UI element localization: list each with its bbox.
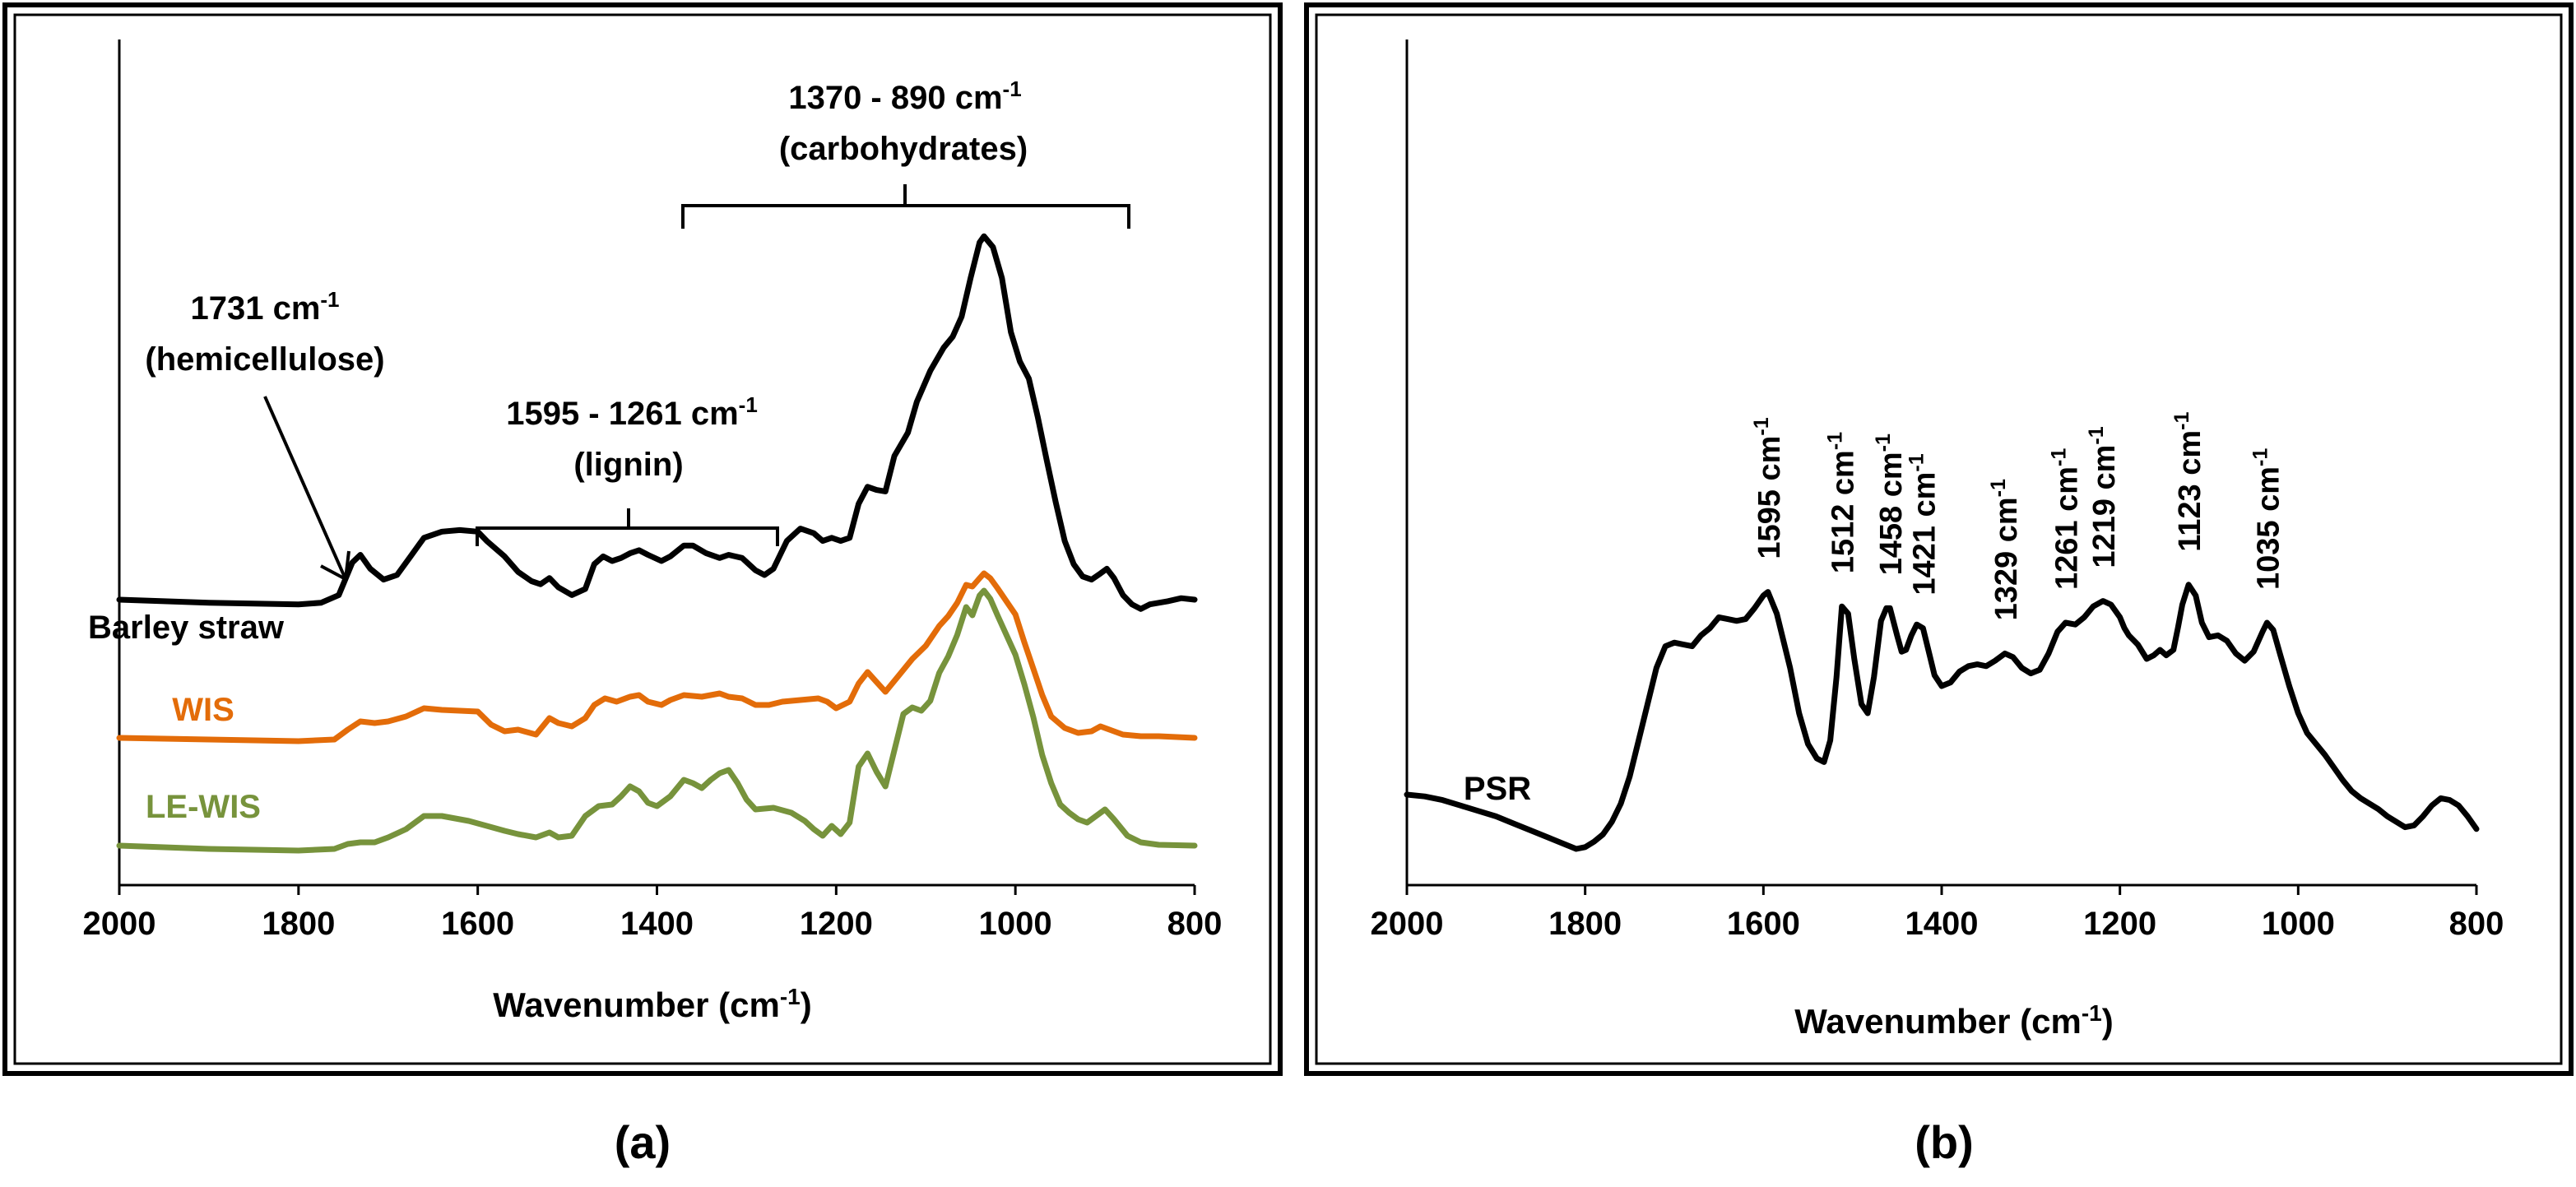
panel-a-outer-frame <box>2 2 1283 1076</box>
series-line-barley-straw <box>116 233 1198 612</box>
x-tick-label: 1000 <box>2262 906 2335 942</box>
annotation-carbohydrates-line1: 1370 - 890 cm-1 <box>788 77 1021 116</box>
annotation-lignin-line2: (lignin) <box>573 447 683 483</box>
x-tick-label: 1400 <box>620 906 694 942</box>
x-tick-label: 1200 <box>800 906 873 942</box>
peak-label-1421: 1421 cm-1 <box>1905 453 1942 595</box>
panel-label-b: (b) <box>1915 1116 1974 1168</box>
x-tick-label: 1800 <box>1548 906 1622 942</box>
peak-label-1123: 1123 cm-1 <box>2170 412 2207 552</box>
annotation-carbohydrates-line2: (carbohydrates) <box>779 131 1028 167</box>
series-label-barley-straw: Barley straw <box>88 610 285 646</box>
peak-label-1512: 1512 cm-1 <box>1824 432 1861 573</box>
annotation-lignin-bracket <box>476 508 779 546</box>
x-tick-label: 800 <box>1167 906 1223 942</box>
panel-b-series <box>1404 582 2480 852</box>
panel-b-outer-frame <box>1304 2 2574 1076</box>
x-tick-label: 1800 <box>262 906 335 942</box>
series-label-le-wis: LE-WIS <box>146 789 261 825</box>
peak-label-1595: 1595 cm-1 <box>1750 417 1787 559</box>
annotation-1731-arrow <box>263 396 347 580</box>
x-tick-label: 2000 <box>1371 906 1444 942</box>
x-tick-label: 2000 <box>83 906 156 942</box>
annotation-1731-line1: 1731 cm-1 <box>190 287 339 327</box>
panel-b-axes <box>1405 39 2476 887</box>
annotation-lignin-line1: 1595 - 1261 cm-1 <box>506 392 758 432</box>
panel-a-series <box>116 233 1198 854</box>
panel-a: 2000 1800 1600 1400 1200 1000 800 Barley straw… <box>2 2 1283 1076</box>
series-line-psr <box>1404 582 2480 852</box>
panel-b-x-axis-label: Wavenumber (cm-1) <box>1794 1000 2113 1041</box>
panel-label-a: (a) <box>615 1116 671 1168</box>
series-label-wis: WIS <box>172 692 234 728</box>
peak-label-1261: 1261 cm-1 <box>2048 448 2085 590</box>
series-line-wis <box>116 570 1198 744</box>
annotation-1731-arrowhead <box>320 550 350 582</box>
x-tick-label: 1600 <box>441 906 514 942</box>
x-tick-label: 1000 <box>979 906 1052 942</box>
x-tick-label: 800 <box>2449 906 2504 942</box>
panel-a-x-axis-label: Wavenumber (cm-1) <box>493 984 811 1025</box>
peak-label-1329: 1329 cm-1 <box>1987 479 2024 620</box>
panel-b: 2000 1800 1600 1400 1200 1000 800 1595 cm-1 151… <box>1304 2 2574 1076</box>
panel-b-ticks: 2000 1800 1600 1400 1200 1000 800 <box>1371 885 2504 942</box>
series-label-psr: PSR <box>1464 771 1531 807</box>
x-tick-label: 1200 <box>2083 906 2156 942</box>
panel-a-inner-frame <box>13 13 1272 1065</box>
panel-a-ticks: 2000 1800 1600 1400 1200 1000 800 <box>83 885 1223 942</box>
annotation-carbohydrates-bracket <box>681 184 1130 229</box>
peak-label-1035: 1035 cm-1 <box>2249 448 2286 590</box>
panel-b-inner-frame <box>1315 13 2563 1065</box>
peak-label-1458: 1458 cm-1 <box>1872 434 1909 575</box>
x-tick-label: 1400 <box>1905 906 1979 942</box>
peak-label-1219: 1219 cm-1 <box>2085 426 2122 568</box>
annotation-1731-line2: (hemicellulose) <box>145 341 384 378</box>
series-line-le-wis <box>116 587 1198 854</box>
x-tick-label: 1600 <box>1727 906 1800 942</box>
